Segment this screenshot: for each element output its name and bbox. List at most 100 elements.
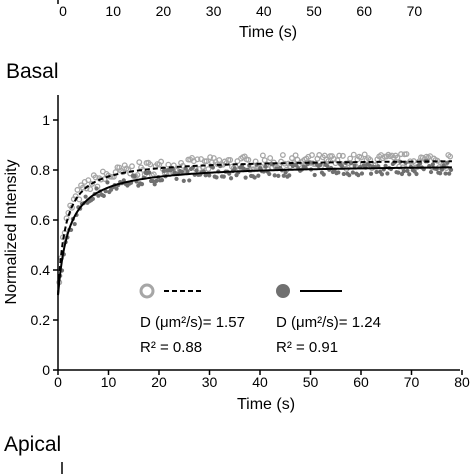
basal-x-tick-label: 20 — [151, 374, 167, 390]
basal-open-circle-point — [358, 154, 365, 161]
basal-filled-circle-point — [428, 169, 434, 175]
basal-filled-circle-point — [252, 175, 257, 180]
basal-open-circle-point — [245, 156, 252, 163]
basal-filled-circle-point — [359, 171, 365, 176]
basal-filled-circle-point — [228, 176, 234, 181]
legend-filled-circle-marker — [276, 284, 290, 298]
basal-filled-circle-point — [83, 194, 88, 199]
basal-filled-circle-point — [443, 171, 448, 176]
basal-filled-circle-point — [139, 182, 145, 187]
basal-filled-circle-point — [347, 173, 352, 178]
basal-y-tick-label: 0.2 — [31, 312, 51, 328]
basal-x-tick-label: 50 — [303, 374, 319, 390]
basal-filled-circle-point — [352, 163, 357, 168]
basal-open-circle-point — [394, 154, 401, 161]
basal-filled-circle-point — [438, 171, 443, 176]
basal-open-circle-point — [309, 152, 315, 159]
top-x-tick-label: 20 — [156, 3, 172, 19]
basal-open-circle-point — [259, 152, 266, 159]
basal-x-tick-label: 0 — [54, 374, 62, 390]
basal-open-circle-point — [203, 158, 210, 165]
basal-filled-circle-point — [172, 170, 177, 175]
top-x-axis-title: Time (s) — [239, 24, 297, 41]
basal-filled-circle-point — [336, 170, 341, 175]
basal-filled-circle-point — [241, 166, 246, 171]
basal-y-tick-label: 0.6 — [31, 212, 51, 228]
basal-y-tick-marks — [53, 119, 58, 371]
basal-filled-circle-point — [350, 170, 355, 175]
basal-filled-circle-point — [294, 163, 299, 168]
legend-r2-filled: R² = 0.91 — [276, 339, 338, 356]
basal-filled-circle-point — [194, 168, 199, 173]
basal-open-circle-point — [87, 186, 94, 193]
basal-filled-circle-point — [318, 163, 323, 168]
basal-filled-circle-point — [430, 162, 435, 167]
basal-panel-label: Basal — [6, 60, 59, 83]
top-x-tick-label: 60 — [356, 3, 372, 19]
basal-filled-circle-point — [368, 171, 374, 176]
basal-filled-circle-point — [94, 186, 99, 191]
basal-open-circle-point — [279, 152, 286, 158]
basal-x-tick-labels: 0 10 20 30 40 50 60 70 80 — [54, 374, 470, 390]
basal-open-circle-point — [165, 161, 172, 168]
basal-filled-circle-point — [147, 170, 152, 175]
basal-filled-circle-point — [159, 178, 165, 183]
basal-filled-circle-point — [348, 160, 354, 166]
basal-filled-circle-points — [58, 159, 454, 278]
top-panel: 0 10 20 30 40 50 60 70 Time (s) — [57, 0, 423, 41]
basal-filled-circle-point — [161, 168, 166, 173]
basal-open-circle-point — [325, 158, 332, 165]
basal-filled-circle-point — [210, 165, 215, 170]
top-x-tick-label: 70 — [407, 3, 423, 19]
basal-filled-circle-point — [152, 182, 157, 187]
basal-filled-circle-point — [367, 162, 372, 168]
basal-y-axis-title: Normalized Intensity — [3, 160, 20, 305]
top-x-tick-label: 40 — [256, 3, 272, 19]
basal-open-circle-point — [339, 152, 346, 159]
basal-filled-circle-point — [439, 167, 445, 172]
basal-open-circle-point — [158, 158, 165, 165]
basal-filled-circle-point — [287, 173, 292, 178]
basal-open-circle-point — [227, 157, 234, 163]
basal-filled-circle-point — [174, 176, 179, 181]
apical-panel-label: Apical — [4, 433, 61, 456]
basal-filled-circle-point — [267, 171, 272, 177]
basal-x-tick-label: 10 — [101, 374, 117, 390]
basal-filled-circle-point — [214, 175, 219, 180]
basal-filled-circle-point — [96, 193, 101, 198]
basal-open-circle-point — [129, 163, 135, 170]
basal-open-circle-point — [336, 152, 343, 159]
basal-filled-circle-point — [405, 168, 410, 173]
basal-filled-circle-point — [383, 163, 388, 168]
basal-filled-circle-point — [72, 221, 77, 227]
basal-filled-circle-point — [105, 180, 110, 185]
basal-y-tick-label: 1 — [42, 112, 50, 128]
basal-x-tick-label: 80 — [454, 374, 470, 390]
basal-filled-circle-point — [374, 169, 379, 175]
basal-y-tick-label: 0.8 — [31, 162, 51, 178]
top-x-tick-label: 10 — [105, 3, 121, 19]
basal-filled-circle-point — [414, 171, 419, 177]
basal-y-tick-labels: 0 0.2 0.4 0.6 0.8 1 — [31, 112, 51, 378]
basal-filled-circle-point — [132, 174, 137, 179]
basal-filled-circle-point — [396, 170, 401, 175]
basal-open-circle-point — [205, 166, 212, 173]
basal-open-circle-point — [403, 151, 410, 157]
basal-open-circle-point — [289, 155, 295, 162]
basal-open-circle-point — [92, 174, 99, 181]
basal-filled-circle-point — [256, 173, 261, 178]
basal-x-axis-title: Time (s) — [237, 396, 295, 413]
basal-legend: D (μm²/s)= 1.57 R² = 0.88 D (μm²/s)= 1.2… — [139, 283, 381, 356]
basal-filled-circle-point — [183, 166, 188, 171]
basal-filled-circle-point — [385, 171, 390, 176]
basal-open-circle-point — [74, 186, 81, 193]
basal-open-circle-point — [447, 153, 454, 160]
basal-filled-circle-point — [398, 159, 403, 164]
basal-filled-circle-point — [321, 172, 326, 177]
basal-filled-circle-point — [187, 178, 192, 183]
basal-x-tick-label: 40 — [252, 374, 268, 390]
basal-filled-circle-point — [312, 172, 317, 178]
basal-open-circle-point — [350, 151, 357, 158]
basal-filled-circle-point — [281, 173, 286, 178]
basal-filled-circle-point — [356, 173, 361, 178]
